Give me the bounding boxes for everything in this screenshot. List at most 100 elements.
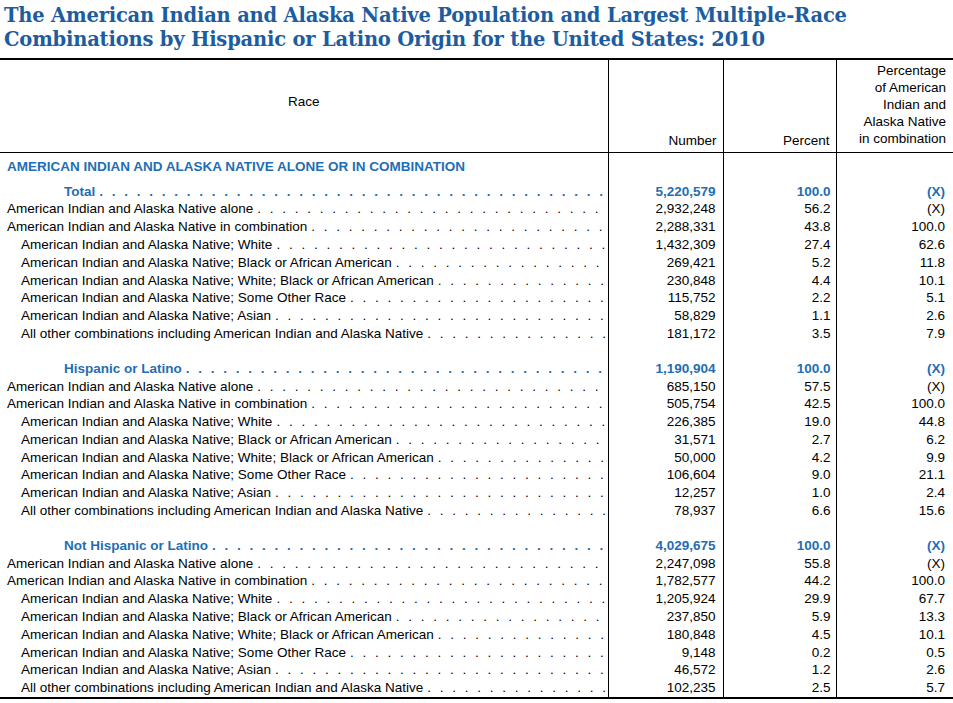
row-label: American Indian and Alaska Native; Asian [21,661,271,679]
table-row: American Indian and Alaska Native; Some … [0,644,953,662]
race-column-header: Race [0,59,608,152]
row-label: American Indian and Alaska Native in com… [7,395,307,413]
dot-leader: . . . . . . . . . . . . . . . . . . . . … [208,537,607,555]
row-label: American Indian and Alaska Native; Some … [21,289,346,307]
percent-cell: 1.2 [723,661,836,679]
dot-leader: . . . . . . . . . . . . . . . . . . . . … [253,200,607,218]
table-row: American Indian and Alaska Native; White… [0,272,953,290]
percent-cell: 2.7 [723,431,836,449]
percent-cell: 5.9 [723,608,836,626]
row-label: American Indian and Alaska Native alone [7,200,253,218]
dot-leader: . . . . . . . . . . . . . . . . . . . . … [307,395,607,413]
table-row: American Indian and Alaska Native in com… [0,218,953,236]
number-cell: 12,257 [608,484,723,502]
table-row: American Indian and Alaska Native; Some … [0,289,953,307]
combo-percent-cell: 100.0 [836,218,953,236]
number-cell: 2,932,248 [608,200,723,218]
dot-leader: . . . . . . . . . . . . . . . . . . . . … [271,484,608,502]
combo-percent-cell: 67.7 [836,590,953,608]
total-row: Not Hispanic or Latino. . . . . . . . . … [0,537,953,555]
dot-leader: . . . . . . . . . . . . . . . . . . . . … [434,626,608,644]
table-header-row: Race Number Percent Percentage of Americ… [0,59,953,152]
row-label: American Indian and Alaska Native; Some … [21,644,346,662]
table-row: American Indian and Alaska Native; Black… [0,254,953,272]
percent-cell: 43.8 [723,218,836,236]
dot-leader: . . . . . . . . . . . . . . . . . . . . … [307,218,607,236]
combo-percent-cell: 11.8 [836,254,953,272]
row-label: American Indian and Alaska Native in com… [7,572,307,590]
row-label: American Indian and Alaska Native alone [7,555,253,573]
table-row: American Indian and Alaska Native; White… [0,413,953,431]
number-cell: 4,029,675 [608,537,723,555]
table-row: American Indian and Alaska Native alone.… [0,200,953,218]
percent-column-header: Percent [723,59,836,152]
table-row: American Indian and Alaska Native; Black… [0,431,953,449]
percent-cell: 2.5 [723,679,836,698]
dot-leader: . . . . . . . . . . . . . . . . . . . . … [346,466,608,484]
dot-leader: . . . . . . . . . . . . . . . . . . . . … [423,679,607,697]
row-label: Not Hispanic or Latino [64,537,208,555]
combo-percent-cell: 6.2 [836,431,953,449]
row-label: American Indian and Alaska Native; White [21,236,272,254]
number-cell: 505,754 [608,395,723,413]
percent-cell: 6.6 [723,502,836,520]
dot-leader: . . . . . . . . . . . . . . . . . . . . … [423,325,607,343]
percent-cell: 5.2 [723,254,836,272]
dot-leader: . . . . . . . . . . . . . . . . . . . . … [434,272,608,290]
number-cell: 181,172 [608,325,723,343]
combo-header-line: Alaska Native [837,114,947,131]
number-cell: 269,421 [608,254,723,272]
dot-leader: . . . . . . . . . . . . . . . . . . . . … [392,431,608,449]
combo-column-header: Percentage of American Indian and Alaska… [836,59,953,152]
dot-leader: . . . . . . . . . . . . . . . . . . . . … [271,661,608,679]
table-row: American Indian and Alaska Native; Asian… [0,484,953,502]
percent-cell: 42.5 [723,395,836,413]
table-row: American Indian and Alaska Native alone.… [0,555,953,573]
row-label: American Indian and Alaska Native; Asian [21,307,271,325]
percent-cell: 3.5 [723,325,836,343]
combo-percent-cell: (X) [836,537,953,555]
combo-percent-cell: (X) [836,183,953,201]
number-cell: 78,937 [608,502,723,520]
percent-cell: 27.4 [723,236,836,254]
table-row: All other combinations including America… [0,679,953,698]
row-label: All other combinations including America… [21,502,423,520]
row-label: American Indian and Alaska Native; White [21,413,272,431]
group-header-row: AMERICAN INDIAN AND ALASKA NATIVE ALONE … [0,152,953,183]
dot-leader: . . . . . . . . . . . . . . . . . . . . … [272,236,607,254]
percent-cell: 1.0 [723,484,836,502]
page-title: The American Indian and Alaska Native Po… [0,0,953,58]
percent-cell: 4.5 [723,626,836,644]
combo-percent-cell: 7.9 [836,325,953,343]
number-cell: 1,205,924 [608,590,723,608]
row-label: All other combinations including America… [21,325,423,343]
group-header-label: AMERICAN INDIAN AND ALASKA NATIVE ALONE … [0,152,608,183]
row-label: American Indian and Alaska Native alone [7,378,253,396]
combo-percent-cell: 2.6 [836,661,953,679]
combo-percent-cell: 0.5 [836,644,953,662]
combo-header-line: in combination [837,131,947,148]
number-cell: 9,148 [608,644,723,662]
row-label: Total [64,183,95,201]
combo-header-line: Percentage [837,63,947,80]
dot-leader: . . . . . . . . . . . . . . . . . . . . … [434,449,608,467]
table-row: American Indian and Alaska Native in com… [0,572,953,590]
percent-cell: 9.0 [723,466,836,484]
row-label: American Indian and Alaska Native; White… [21,272,434,290]
dot-leader: . . . . . . . . . . . . . . . . . . . . … [253,555,607,573]
combo-percent-cell: 62.6 [836,236,953,254]
census-table: Race Number Percent Percentage of Americ… [0,58,953,699]
table-row: All other combinations including America… [0,325,953,343]
table-row: All other combinations including America… [0,502,953,520]
table-row: American Indian and Alaska Native; White… [0,236,953,254]
combo-percent-cell: 13.3 [836,608,953,626]
row-label: American Indian and Alaska Native; White [21,590,272,608]
table-row: American Indian and Alaska Native; White… [0,626,953,644]
percent-cell: 100.0 [723,360,836,378]
number-cell: 5,220,579 [608,183,723,201]
combo-percent-cell: 21.1 [836,466,953,484]
number-cell: 106,604 [608,466,723,484]
table-row: American Indian and Alaska Native; Some … [0,466,953,484]
combo-percent-cell: 10.1 [836,626,953,644]
row-label: American Indian and Alaska Native; Black… [21,254,392,272]
